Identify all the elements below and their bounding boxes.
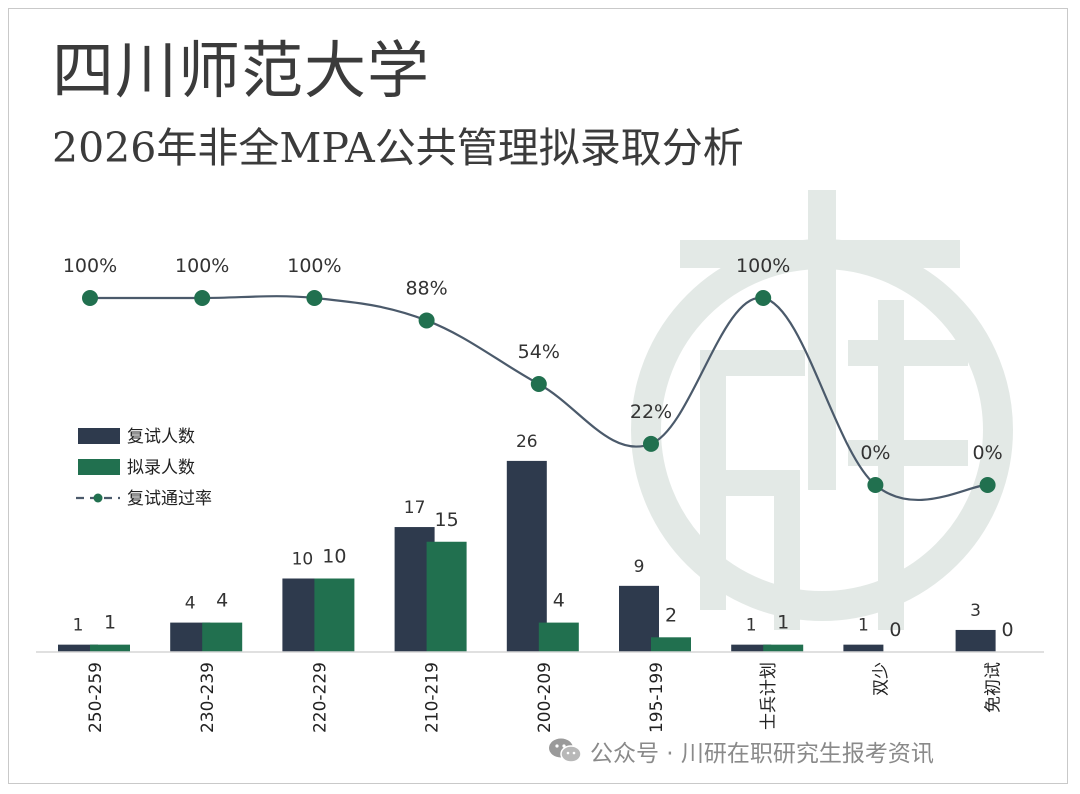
x-tick-label: 双少 xyxy=(871,662,891,696)
bar-admit xyxy=(763,644,804,652)
pass-rate-label: 22% xyxy=(630,401,672,423)
bar-admit xyxy=(651,637,691,652)
x-tick-label: 195-199 xyxy=(647,662,667,733)
bar-label-admit: 1 xyxy=(104,612,116,634)
x-tick-label: 200-209 xyxy=(535,662,555,733)
bar-retest xyxy=(843,644,884,652)
bar-retest xyxy=(506,460,547,652)
pass-rate-label: 0% xyxy=(973,442,1003,464)
legend-swatch-marker xyxy=(93,493,103,503)
logo-watermark xyxy=(631,190,1013,630)
legend-label: 复试人数 xyxy=(127,427,195,447)
bar-label-retest: 1 xyxy=(73,616,84,636)
logo-stroke xyxy=(848,340,968,366)
logo-stroke xyxy=(808,190,836,490)
pass-rate-point xyxy=(867,477,884,493)
bar-label-admit: 0 xyxy=(889,619,901,641)
legend-label: 拟录人数 xyxy=(127,458,195,478)
bar-label-admit: 1 xyxy=(777,612,789,634)
bar-label-retest: 1 xyxy=(858,616,869,636)
pass-rate-point xyxy=(418,312,435,329)
pass-rate-point xyxy=(194,290,211,306)
bar-label-admit: 15 xyxy=(435,509,459,531)
pass-rate-point xyxy=(979,477,996,493)
pass-rate-label: 100% xyxy=(175,255,229,277)
bar-label-retest: 17 xyxy=(404,498,426,518)
bar-admit xyxy=(426,541,467,652)
bar-label-retest: 26 xyxy=(516,432,538,452)
logo-stroke xyxy=(774,470,800,630)
x-tick-label: 230-239 xyxy=(198,662,218,733)
x-tick-label: 免初试 xyxy=(984,662,1004,713)
bar-retest xyxy=(731,644,772,652)
wechat-icon xyxy=(549,738,582,763)
x-tick-label: 士兵计划 xyxy=(759,662,779,730)
bar-admit xyxy=(538,622,579,652)
watermark-text: 公众号 · 川研在职研究生报考资讯 xyxy=(590,741,934,767)
bar-label-retest: 4 xyxy=(185,594,196,614)
bar-admit xyxy=(314,578,355,652)
bar-label-retest: 9 xyxy=(634,557,645,577)
pass-rate-point xyxy=(755,290,772,306)
bar-label-admit: 0 xyxy=(1002,619,1014,641)
x-tick-label: 220-229 xyxy=(310,662,330,733)
bar-label-admit: 4 xyxy=(553,590,565,612)
pass-rate-label: 100% xyxy=(287,255,341,277)
page-title: 四川师范大学 xyxy=(52,34,431,107)
pass-rate-point xyxy=(306,290,323,306)
pass-rate-point xyxy=(643,435,659,452)
logo-stroke xyxy=(680,240,960,268)
bar-retest xyxy=(955,629,996,652)
bar-admit xyxy=(90,644,130,652)
bar-label-retest: 3 xyxy=(970,601,981,621)
pass-rate-point xyxy=(530,376,547,393)
legend-swatch xyxy=(78,459,120,475)
legend-swatch xyxy=(78,428,120,444)
bar-label-admit: 10 xyxy=(322,546,346,568)
legend-label: 复试通过率 xyxy=(127,489,212,509)
page-subtitle: 2026年非全MPA公共管理拟录取分析 xyxy=(52,124,744,172)
chart-frame xyxy=(8,8,1068,784)
bar-label-admit: 2 xyxy=(665,604,677,626)
bar-label-retest: 1 xyxy=(746,616,757,636)
pass-rate-label: 0% xyxy=(860,442,890,464)
pass-rate-label: 54% xyxy=(518,341,560,363)
pass-rate-line xyxy=(89,295,988,502)
bar-label-admit: 4 xyxy=(216,590,228,612)
watermark: 公众号 · 川研在职研究生报考资讯 xyxy=(548,734,934,768)
logo-stroke xyxy=(848,440,968,466)
x-tick-labels: 250-259 230-239 220-229 210-219 200-209 195-1… xyxy=(86,662,1004,733)
pass-rate-label: 100% xyxy=(736,255,790,277)
pass-rate-label: 88% xyxy=(405,277,447,299)
pass-rate-line-group: 100% 100% 100% 88% 54% 22% 100% 0% 0% xyxy=(63,255,1003,502)
bar-label-retest: 10 xyxy=(292,550,314,570)
pass-rate-label: 100% xyxy=(63,255,117,277)
logo-stroke xyxy=(878,300,904,630)
pass-rate-point xyxy=(82,290,98,306)
bar-retest xyxy=(58,644,98,652)
bar-admit xyxy=(202,622,243,652)
x-tick-label: 250-259 xyxy=(86,662,106,733)
x-tick-label: 210-219 xyxy=(423,662,443,733)
